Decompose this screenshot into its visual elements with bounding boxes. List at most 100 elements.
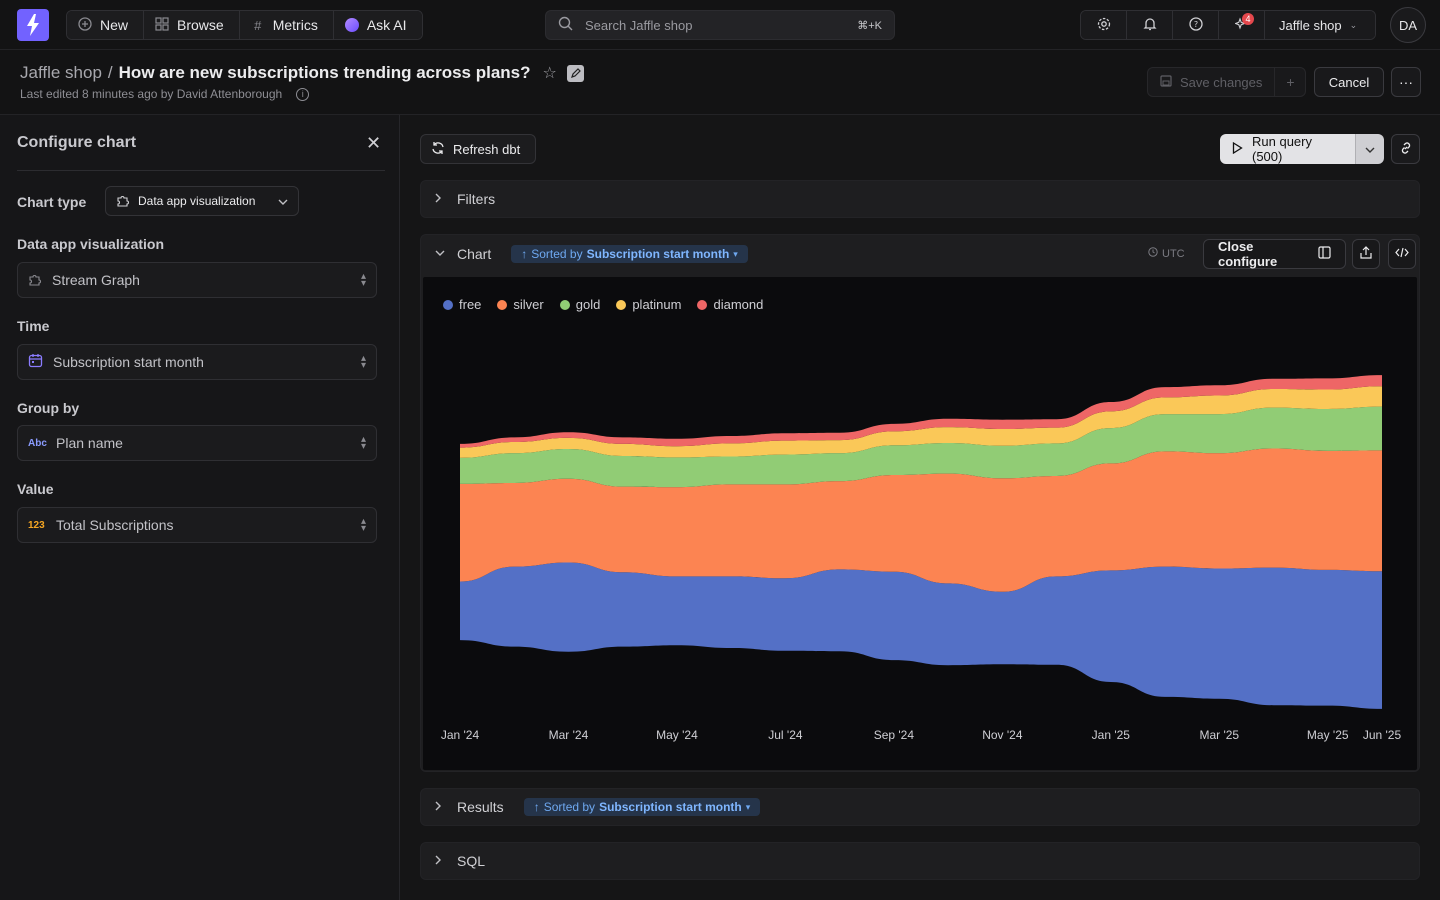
embed-code-button[interactable] bbox=[1388, 239, 1416, 269]
sql-label: SQL bbox=[457, 853, 486, 869]
ask-ai-label: Ask AI bbox=[366, 17, 407, 33]
chart-label: Chart bbox=[457, 246, 492, 262]
legend-item-free[interactable]: free bbox=[443, 297, 481, 312]
stream-layer-free[interactable] bbox=[460, 562, 1382, 709]
configure-sidebar: Configure chart ✕ Chart type Data app vi… bbox=[0, 115, 400, 900]
sort-field: Subscription start month bbox=[586, 247, 730, 261]
chart-type-select[interactable]: Data app visualization bbox=[105, 186, 299, 216]
legend-swatch bbox=[559, 299, 570, 310]
ask-ai-button[interactable]: Ask AI bbox=[333, 11, 422, 39]
legend-swatch bbox=[443, 299, 453, 310]
lightdash-logo-icon[interactable] bbox=[17, 9, 49, 41]
results-header[interactable]: Results ↑ Sorted by Subscription start m… bbox=[421, 789, 1419, 825]
copy-link-button[interactable] bbox=[1391, 134, 1420, 164]
close-configure-label: Close configure bbox=[1218, 239, 1278, 269]
search-input[interactable]: Search Jaffle shop ⌘+K bbox=[545, 10, 895, 40]
refresh-dbt-button[interactable]: Refresh dbt bbox=[420, 134, 536, 164]
stream-layer-platinum[interactable] bbox=[460, 386, 1382, 458]
save-changes-button[interactable]: Save changes bbox=[1148, 68, 1276, 96]
chevron-right-icon bbox=[435, 855, 445, 868]
breadcrumb-project[interactable]: Jaffle shop bbox=[20, 63, 102, 82]
chevron-down-icon bbox=[278, 194, 288, 208]
link-icon bbox=[1399, 141, 1413, 158]
results-panel[interactable]: Results ↑ Sorted by Subscription start m… bbox=[420, 788, 1420, 826]
sort-pill[interactable]: ↑ Sorted by Subscription start month ▾ bbox=[511, 245, 748, 263]
svg-text:?: ? bbox=[1193, 20, 1197, 29]
browse-button[interactable]: Browse bbox=[144, 11, 240, 39]
close-configure-button[interactable]: Close configure bbox=[1203, 239, 1346, 269]
x-tick-label: Jan '25 bbox=[1092, 728, 1131, 742]
help-button[interactable]: ? bbox=[1173, 11, 1219, 39]
workspace-switcher[interactable]: Jaffle shop ⌄ bbox=[1265, 11, 1375, 39]
select-arrows-icon: ▴ ▾ bbox=[360, 516, 366, 534]
cancel-button[interactable]: Cancel bbox=[1314, 67, 1384, 97]
avatar[interactable]: DA bbox=[1390, 7, 1426, 43]
x-tick-label: May '25 bbox=[1307, 728, 1349, 742]
time-select[interactable]: Subscription start month ▴ ▾ bbox=[17, 344, 377, 380]
sql-header[interactable]: SQL bbox=[421, 843, 1419, 879]
notifications-button[interactable] bbox=[1127, 11, 1173, 39]
group-by-select[interactable]: Abc Plan name ▴ ▾ bbox=[17, 425, 377, 461]
chevron-down-icon bbox=[1365, 142, 1375, 156]
results-label: Results bbox=[457, 799, 504, 815]
code-icon bbox=[1395, 247, 1409, 261]
legend-item-platinum[interactable]: platinum bbox=[616, 297, 681, 312]
run-query-label: Run query (500) bbox=[1252, 134, 1312, 164]
hash-icon: # bbox=[254, 17, 262, 33]
ai-updates-button[interactable]: 4 bbox=[1219, 11, 1265, 39]
legend-label: diamond bbox=[713, 297, 764, 312]
legend-item-diamond[interactable]: diamond bbox=[697, 297, 763, 312]
help-circle-icon: ? bbox=[1188, 16, 1203, 34]
x-tick-label: Mar '24 bbox=[549, 728, 589, 742]
arrow-up-icon: ↑ bbox=[533, 800, 540, 814]
sort-field: Subscription start month bbox=[599, 800, 742, 814]
stream-layer-gold[interactable] bbox=[460, 406, 1382, 488]
save-options-button[interactable]: + bbox=[1275, 68, 1305, 96]
x-tick-label: Mar '25 bbox=[1199, 728, 1239, 742]
info-icon[interactable]: i bbox=[296, 87, 310, 101]
new-button[interactable]: New bbox=[67, 11, 145, 39]
puzzle-icon bbox=[116, 193, 130, 210]
chart-canvas: free silver gold platinum diamond Jan '24 Mar… bbox=[423, 277, 1417, 770]
search-icon bbox=[558, 16, 573, 34]
star-icon[interactable]: ☆ bbox=[542, 65, 557, 82]
stream-layer-diamond[interactable] bbox=[460, 375, 1382, 448]
ellipsis-icon: ··· bbox=[1399, 74, 1413, 90]
plus-circle-icon bbox=[78, 16, 92, 34]
filters-panel[interactable]: Filters bbox=[420, 180, 1420, 218]
last-edited-text: Last edited 8 minutes ago by David Atten… bbox=[20, 87, 283, 101]
x-tick-label: May '24 bbox=[656, 728, 698, 742]
stream-graph: Jan '24 Mar '24 May '24 Jul '24 Sep '24 Nov '… bbox=[441, 375, 1401, 742]
chevron-right-icon bbox=[435, 193, 445, 206]
results-sort-pill[interactable]: ↑ Sorted by Subscription start month ▾ bbox=[523, 798, 761, 816]
metrics-button[interactable]: # Metrics bbox=[239, 11, 334, 39]
breadcrumb: Jaffle shop / How are new subscriptions … bbox=[20, 63, 584, 83]
share-button[interactable] bbox=[1352, 239, 1380, 269]
more-options-button[interactable]: ··· bbox=[1391, 67, 1421, 97]
workspace-name: Jaffle shop bbox=[1279, 17, 1342, 33]
notification-badge: 4 bbox=[1242, 13, 1254, 25]
legend-item-gold[interactable]: gold bbox=[559, 297, 600, 312]
legend-label: platinum bbox=[632, 297, 682, 312]
settings-button[interactable] bbox=[1081, 11, 1127, 39]
filters-label: Filters bbox=[457, 191, 496, 207]
viz-select[interactable]: Stream Graph ▴ ▾ bbox=[17, 262, 377, 298]
chart-header[interactable]: Chart ↑ Sorted by Subscription start mon… bbox=[421, 235, 1419, 273]
legend-item-silver[interactable]: silver bbox=[497, 297, 544, 312]
last-edited: Last edited 8 minutes ago by David Atten… bbox=[20, 87, 310, 101]
close-icon[interactable]: ✕ bbox=[366, 133, 382, 153]
stream-layer-silver[interactable] bbox=[460, 448, 1382, 592]
value-select[interactable]: 123 Total Subscriptions ▴ ▾ bbox=[17, 507, 377, 543]
run-query-group: Run query (500) bbox=[1220, 134, 1384, 164]
pencil-icon[interactable] bbox=[566, 64, 584, 82]
legend-swatch bbox=[697, 299, 708, 310]
play-icon bbox=[1232, 141, 1243, 157]
run-query-button[interactable]: Run query (500) bbox=[1220, 134, 1355, 164]
filters-header[interactable]: Filters bbox=[421, 181, 1419, 217]
metrics-label: Metrics bbox=[272, 17, 318, 33]
ai-orb-icon bbox=[344, 18, 359, 32]
page-title: How are new subscriptions trending acros… bbox=[118, 63, 531, 82]
run-options-button[interactable] bbox=[1355, 134, 1384, 164]
sql-panel[interactable]: SQL bbox=[420, 842, 1420, 880]
select-arrows-icon: ▴ ▾ bbox=[360, 271, 366, 289]
